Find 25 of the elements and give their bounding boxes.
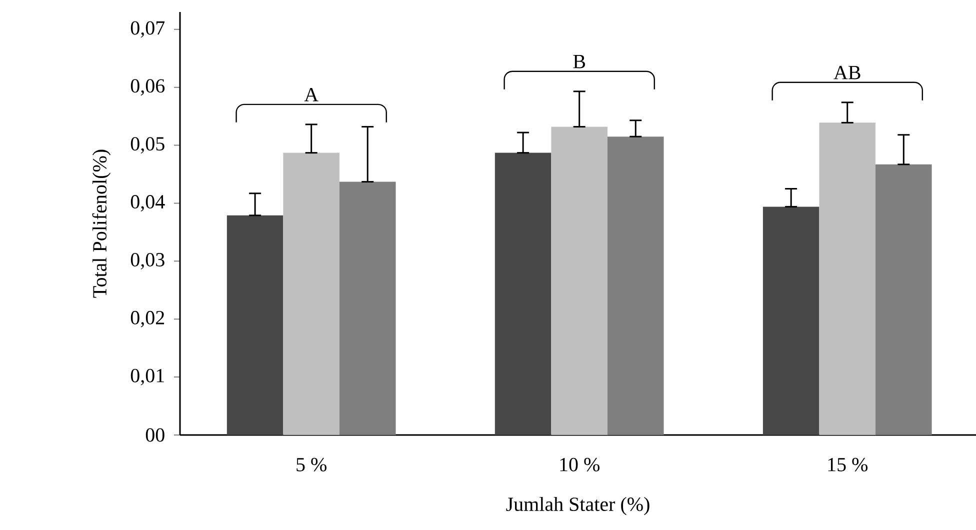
annotation: A [304,88,318,102]
y-tick-label: 0,04 [130,195,165,212]
bar [339,182,396,435]
bar [551,126,608,435]
y-tick-label: 0,02 [130,310,164,328]
y-tick-label: 0,01 [130,368,164,386]
bar [607,136,664,435]
x-tick-label: 15 % [828,458,868,472]
x-tick-label: 10 % [560,458,600,472]
bar [283,152,340,435]
y-tick-label: 0,07 [130,21,165,38]
annotation: AB [834,66,860,80]
bar [819,122,876,435]
bar [762,206,820,435]
y-tick-label: 00 [146,428,164,442]
bar [876,164,932,435]
y-tick-label: 0,05 [130,137,164,154]
bar [494,152,552,435]
x-tick-label: 5 % [296,458,326,472]
y-axis-title: Total Polifenol(%) [92,150,111,298]
x-axis-title: Jumlah Stater (%) [506,496,650,516]
y-tick-label: 0,06 [130,79,165,96]
y-tick-label: 0,03 [130,252,164,270]
bar [226,215,284,435]
annotation: B [573,55,586,68]
